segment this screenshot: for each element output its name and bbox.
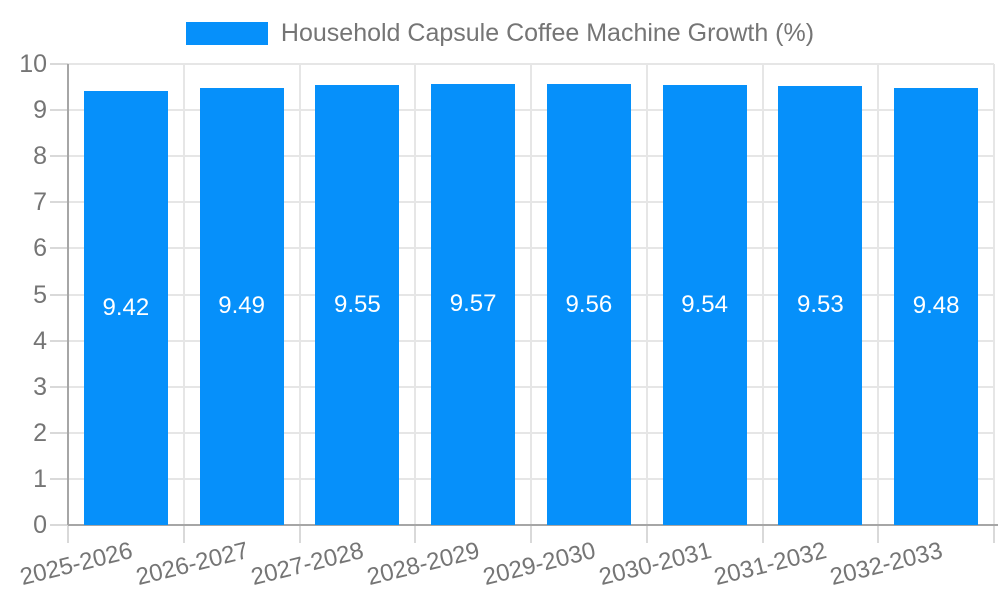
y-tick [50,477,68,480]
bar: 9.55 [315,84,400,525]
y-axis-label: 9 [33,96,47,125]
x-gridline [414,64,417,525]
bar-value-label: 9.56 [565,290,613,318]
bar-value-label: 9.48 [912,292,960,320]
y-axis-label: 5 [33,280,47,309]
y-tick [50,431,68,434]
y-axis-label: 4 [33,326,47,355]
bar-value-label: 9.57 [449,290,497,318]
bar: 9.56 [546,84,631,525]
x-gridline [298,64,301,525]
y-tick [50,524,68,526]
x-tick [530,525,532,543]
x-gridline [761,64,764,525]
y-axis-line [67,64,69,525]
y-tick [50,293,68,296]
legend-marker-icon [185,22,268,45]
bar-value-label: 9.42 [102,293,150,321]
x-tick [993,525,995,543]
x-gridline [877,64,880,525]
x-tick [761,525,764,543]
y-axis-label: 7 [33,188,47,217]
y-axis-label: 1 [33,464,47,493]
x-gridline [182,64,185,525]
bar-value-label: 9.55 [334,290,381,318]
bar-value-label: 9.54 [681,291,728,319]
bar: 9.49 [199,87,284,525]
y-tick [50,155,68,158]
y-tick [50,339,68,342]
x-tick [182,525,185,543]
y-tick [50,201,68,204]
bar: 9.54 [662,85,747,525]
legend[interactable]: Household Capsule Coffee Machine Growth … [0,19,1000,48]
bar: 9.48 [894,87,979,525]
y-axis-label: 2 [33,418,47,447]
y-tick [50,385,68,388]
x-gridline [645,64,648,525]
y-axis-label: 8 [33,142,47,171]
x-tick [414,525,417,543]
bar-value-label: 9.49 [218,292,265,320]
x-tick [645,525,648,543]
bar: 9.42 [83,90,168,525]
x-tick [67,525,69,543]
y-tick [50,109,68,112]
x-gridline [530,64,532,525]
y-axis-label: 10 [19,50,47,78]
y-axis-label: 0 [33,511,47,539]
x-tick [298,525,301,543]
x-tick [877,525,880,543]
bar: 9.57 [431,83,516,525]
x-axis-line [68,524,998,526]
bar: 9.53 [778,85,863,525]
x-gridline [993,64,995,525]
y-axis-label: 3 [33,372,47,401]
y-tick [50,247,68,250]
legend-label: Household Capsule Coffee Machine Growth … [280,19,815,47]
y-axis-label: 6 [33,234,47,263]
y-tick [50,63,68,65]
bar-value-label: 9.53 [797,291,844,319]
